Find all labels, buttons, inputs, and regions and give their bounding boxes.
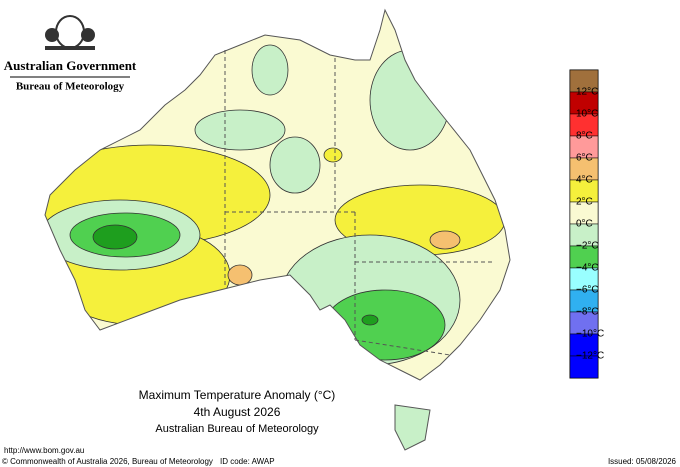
agency: Bureau of Meteorology [16,81,125,93]
coastline [44,8,511,381]
legend-label: −10°C [576,329,604,340]
legend-label: −6°C [576,285,599,296]
legend-label: 8°C [576,131,593,142]
url: http://www.bom.gov.au [4,446,84,455]
map-title: Maximum Temperature Anomaly (°C) [139,388,336,402]
legend-label: 0°C [576,219,593,230]
legend-label: −4°C [576,263,599,274]
government: Australian Government [4,58,137,73]
legend-label: 2°C [576,197,593,208]
copyright: © Commonwealth of Australia 2026, Bureau… [2,457,213,466]
legend-label: 10°C [576,109,598,120]
legend-label: −12°C [576,351,604,362]
issued: Issued: 05/08/2026 [608,457,677,466]
legend: 12°C 10°C 8°C 6°C 4°C 2°C 0°C −2°C −4°C −6°C −8°C −… [569,69,604,379]
legend-swatch [569,355,599,379]
legend-label: −8°C [576,307,599,318]
legend-label: 4°C [576,175,593,186]
legend-label: 6°C [576,153,593,164]
map-date: 4th August 2026 [194,405,281,419]
state-borders [224,50,495,356]
legend-label: 12°C [576,87,598,98]
map-source: Australian Bureau of Meteorology [155,423,319,435]
tasmania [394,404,431,451]
id-code: ID code: AWAP [220,457,275,466]
legend-label: −2°C [576,241,599,252]
crest [45,15,95,50]
